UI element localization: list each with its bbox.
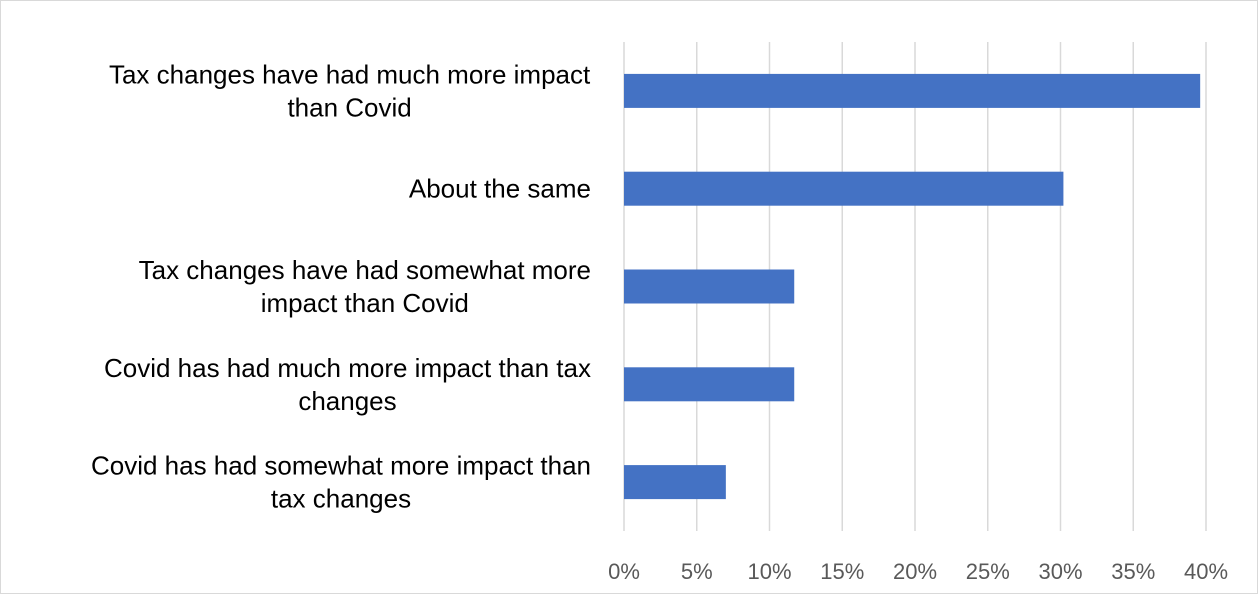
x-tick-label: 20% — [893, 559, 937, 584]
x-axis-tick-labels: 0% 5% 10% 15% 20% 25% 30% 35% 40% — [608, 559, 1228, 584]
x-tick-label: 10% — [747, 559, 791, 584]
category-label-line: tax changes — [271, 484, 411, 514]
category-label-line: Tax changes have had somewhat more — [139, 255, 591, 285]
category-label-line: About the same — [409, 174, 591, 204]
x-tick-label: 0% — [608, 559, 640, 584]
x-tick-label: 35% — [1111, 559, 1155, 584]
category-label-2: About the same — [409, 174, 591, 204]
x-tick-label: 5% — [681, 559, 713, 584]
bar-2 — [624, 171, 1064, 206]
category-label-4: Covid has had much more impact than tax c… — [104, 353, 591, 416]
category-label-line: Tax changes have had much more impact — [109, 59, 591, 89]
category-label-1: Tax changes have had much more impact tha… — [109, 59, 591, 122]
category-label-3: Tax changes have had somewhat more impact… — [139, 255, 591, 318]
category-label-line: changes — [298, 386, 396, 416]
category-label-line: than Covid — [287, 92, 411, 122]
bar-3 — [624, 269, 795, 304]
category-label-line: impact than Covid — [261, 288, 469, 318]
category-label-line: Covid has had much more impact than tax — [104, 353, 591, 383]
category-labels: Tax changes have had much more impact tha… — [91, 59, 591, 513]
bar-4 — [624, 367, 795, 402]
bar-1 — [624, 73, 1201, 108]
x-tick-label: 15% — [820, 559, 864, 584]
gridlines — [623, 42, 1207, 531]
category-label-line: Covid has had somewhat more impact than — [91, 451, 591, 481]
x-tick-label: 30% — [1038, 559, 1082, 584]
category-label-5: Covid has had somewhat more impact than t… — [91, 451, 591, 514]
bars — [624, 73, 1201, 500]
bar-5 — [624, 465, 726, 500]
x-tick-label: 40% — [1184, 559, 1228, 584]
x-tick-label: 25% — [966, 559, 1010, 584]
